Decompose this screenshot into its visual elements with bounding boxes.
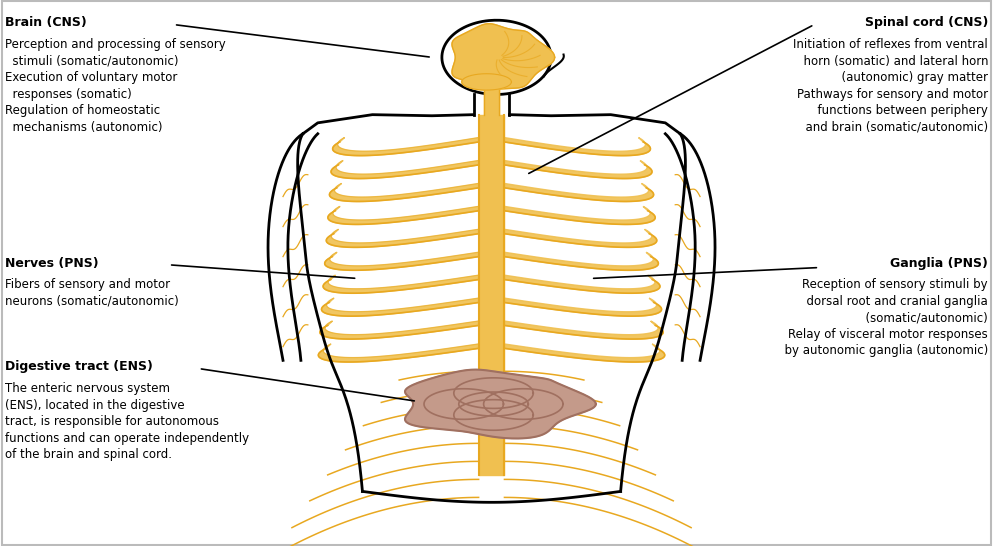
Text: Ganglia (PNS): Ganglia (PNS) [890, 257, 988, 270]
Polygon shape [325, 252, 479, 270]
Polygon shape [484, 389, 563, 419]
Polygon shape [504, 275, 660, 293]
Text: The enteric nervous system
(ENS), located in the digestive
tract, is responsible: The enteric nervous system (ENS), locate… [5, 382, 249, 461]
Polygon shape [319, 344, 479, 362]
Polygon shape [442, 20, 551, 94]
Polygon shape [327, 229, 479, 247]
Polygon shape [405, 370, 596, 438]
Polygon shape [454, 378, 533, 408]
Polygon shape [504, 298, 661, 316]
Polygon shape [424, 389, 503, 419]
Polygon shape [331, 161, 479, 179]
Polygon shape [454, 400, 533, 430]
Text: Digestive tract (ENS): Digestive tract (ENS) [5, 360, 153, 373]
Polygon shape [322, 298, 479, 316]
Text: Initiation of reflexes from ventral
  horn (somatic) and lateral horn
  (autonom: Initiation of reflexes from ventral horn… [793, 38, 988, 134]
Polygon shape [504, 161, 652, 179]
Polygon shape [504, 321, 663, 339]
Text: Fibers of sensory and motor
neurons (somatic/autonomic): Fibers of sensory and motor neurons (som… [5, 278, 179, 308]
Polygon shape [462, 74, 511, 90]
Polygon shape [320, 321, 479, 339]
Polygon shape [504, 206, 655, 224]
Polygon shape [328, 206, 479, 224]
Text: Perception and processing of sensory
  stimuli (somatic/autonomic)
Execution of : Perception and processing of sensory sti… [5, 38, 225, 134]
Polygon shape [504, 138, 650, 156]
Polygon shape [323, 275, 479, 293]
Polygon shape [333, 138, 479, 156]
Text: Reception of sensory stimuli by
  dorsal root and cranial ganglia
  (somatic/aut: Reception of sensory stimuli by dorsal r… [777, 278, 988, 358]
Polygon shape [504, 183, 653, 201]
Polygon shape [330, 183, 479, 201]
Text: Brain (CNS): Brain (CNS) [5, 16, 86, 29]
Polygon shape [504, 229, 656, 247]
Text: Spinal cord (CNS): Spinal cord (CNS) [865, 16, 988, 29]
Text: Nerves (PNS): Nerves (PNS) [5, 257, 98, 270]
Polygon shape [452, 23, 554, 89]
Polygon shape [504, 344, 664, 362]
Polygon shape [504, 252, 658, 270]
